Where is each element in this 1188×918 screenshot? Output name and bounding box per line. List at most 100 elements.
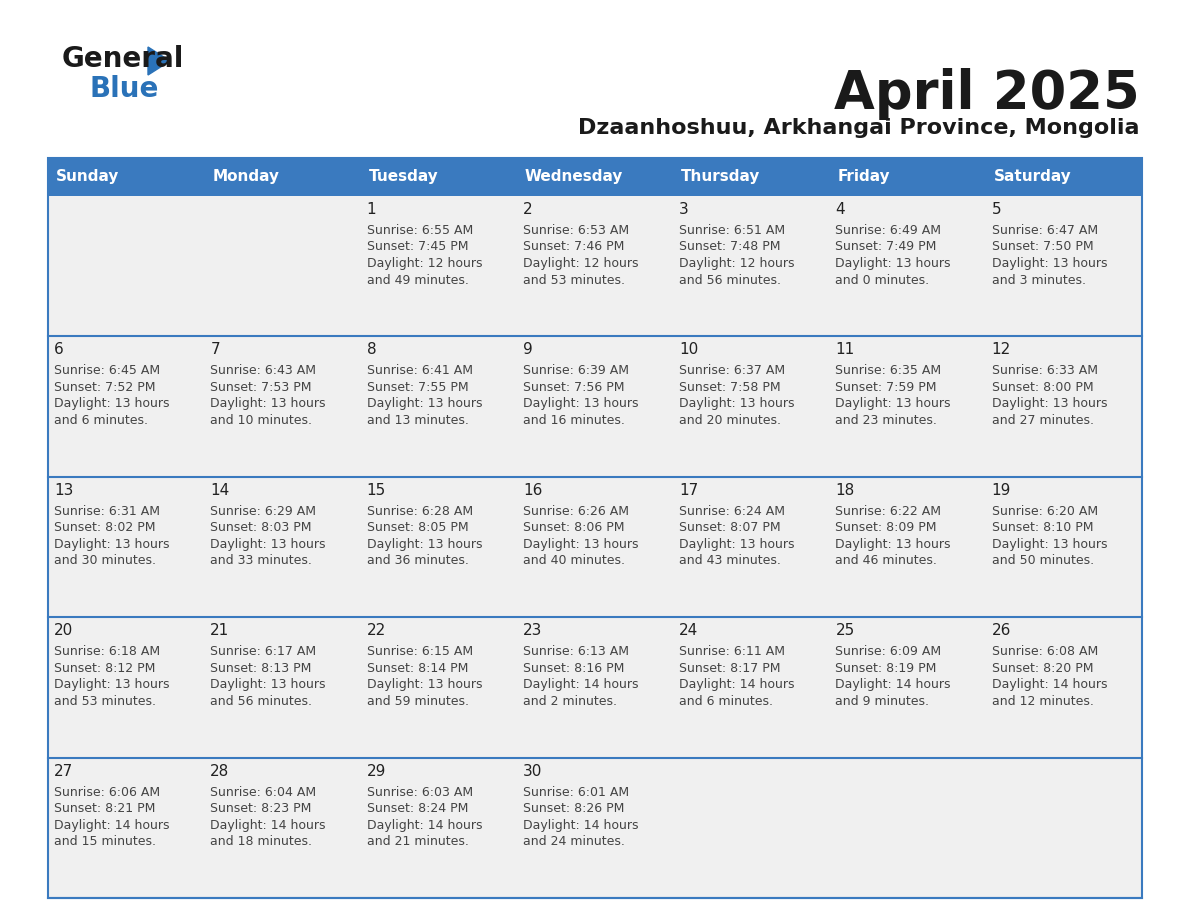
Text: Sunset: 8:03 PM: Sunset: 8:03 PM bbox=[210, 521, 311, 534]
Bar bbox=[361, 617, 517, 757]
Text: Sunset: 7:45 PM: Sunset: 7:45 PM bbox=[367, 241, 468, 253]
Text: and 3 minutes.: and 3 minutes. bbox=[992, 274, 1086, 286]
Bar bbox=[48, 336, 204, 476]
Text: 25: 25 bbox=[835, 623, 854, 638]
Text: Sunset: 8:16 PM: Sunset: 8:16 PM bbox=[523, 662, 624, 675]
Text: Wednesday: Wednesday bbox=[525, 170, 624, 185]
Text: Sunset: 8:24 PM: Sunset: 8:24 PM bbox=[367, 802, 468, 815]
Text: Daylight: 14 hours: Daylight: 14 hours bbox=[210, 819, 326, 832]
Bar bbox=[517, 757, 674, 898]
Text: 5: 5 bbox=[992, 202, 1001, 217]
Text: Sunset: 8:17 PM: Sunset: 8:17 PM bbox=[680, 662, 781, 675]
Text: 2: 2 bbox=[523, 202, 532, 217]
Text: 19: 19 bbox=[992, 483, 1011, 498]
Text: and 56 minutes.: and 56 minutes. bbox=[680, 274, 782, 286]
Text: Sunset: 7:46 PM: Sunset: 7:46 PM bbox=[523, 241, 624, 253]
Text: Sunset: 8:14 PM: Sunset: 8:14 PM bbox=[367, 662, 468, 675]
Bar bbox=[674, 476, 829, 617]
Text: Sunset: 8:05 PM: Sunset: 8:05 PM bbox=[367, 521, 468, 534]
Text: Sunset: 8:20 PM: Sunset: 8:20 PM bbox=[992, 662, 1093, 675]
Text: and 27 minutes.: and 27 minutes. bbox=[992, 414, 1094, 427]
Text: and 36 minutes.: and 36 minutes. bbox=[367, 554, 468, 567]
Text: 17: 17 bbox=[680, 483, 699, 498]
Bar bbox=[517, 476, 674, 617]
Text: and 6 minutes.: and 6 minutes. bbox=[53, 414, 148, 427]
Bar bbox=[674, 196, 829, 336]
Bar bbox=[204, 476, 361, 617]
Text: Sunrise: 6:47 AM: Sunrise: 6:47 AM bbox=[992, 224, 1098, 237]
Text: Daylight: 14 hours: Daylight: 14 hours bbox=[523, 819, 638, 832]
Text: and 10 minutes.: and 10 minutes. bbox=[210, 414, 312, 427]
Text: Sunset: 7:55 PM: Sunset: 7:55 PM bbox=[367, 381, 468, 394]
Text: and 21 minutes.: and 21 minutes. bbox=[367, 835, 468, 848]
Text: Daylight: 13 hours: Daylight: 13 hours bbox=[835, 397, 950, 410]
Text: and 43 minutes.: and 43 minutes. bbox=[680, 554, 781, 567]
Text: 18: 18 bbox=[835, 483, 854, 498]
Text: 14: 14 bbox=[210, 483, 229, 498]
Text: 3: 3 bbox=[680, 202, 689, 217]
Text: and 59 minutes.: and 59 minutes. bbox=[367, 695, 468, 708]
Text: Daylight: 13 hours: Daylight: 13 hours bbox=[680, 397, 795, 410]
Text: Sunrise: 6:08 AM: Sunrise: 6:08 AM bbox=[992, 645, 1098, 658]
Text: Sunrise: 6:18 AM: Sunrise: 6:18 AM bbox=[53, 645, 160, 658]
Text: Sunset: 7:50 PM: Sunset: 7:50 PM bbox=[992, 241, 1093, 253]
Text: 10: 10 bbox=[680, 342, 699, 357]
Text: Sunset: 7:59 PM: Sunset: 7:59 PM bbox=[835, 381, 937, 394]
Text: Dzaanhoshuu, Arkhangai Province, Mongolia: Dzaanhoshuu, Arkhangai Province, Mongoli… bbox=[579, 118, 1140, 138]
Bar bbox=[517, 196, 674, 336]
Text: Sunrise: 6:39 AM: Sunrise: 6:39 AM bbox=[523, 364, 628, 377]
Text: Sunrise: 6:51 AM: Sunrise: 6:51 AM bbox=[680, 224, 785, 237]
Text: Daylight: 13 hours: Daylight: 13 hours bbox=[53, 538, 170, 551]
Text: Daylight: 14 hours: Daylight: 14 hours bbox=[523, 678, 638, 691]
Text: Tuesday: Tuesday bbox=[368, 170, 438, 185]
Bar bbox=[674, 617, 829, 757]
Text: Sunrise: 6:28 AM: Sunrise: 6:28 AM bbox=[367, 505, 473, 518]
Text: and 53 minutes.: and 53 minutes. bbox=[53, 695, 156, 708]
Text: Blue: Blue bbox=[90, 75, 159, 103]
Text: Daylight: 13 hours: Daylight: 13 hours bbox=[523, 538, 638, 551]
Text: Sunrise: 6:17 AM: Sunrise: 6:17 AM bbox=[210, 645, 316, 658]
Text: 27: 27 bbox=[53, 764, 74, 778]
Bar bbox=[517, 336, 674, 476]
Bar bbox=[204, 757, 361, 898]
Text: Daylight: 13 hours: Daylight: 13 hours bbox=[210, 678, 326, 691]
Bar bbox=[674, 757, 829, 898]
Text: and 9 minutes.: and 9 minutes. bbox=[835, 695, 929, 708]
Bar bbox=[986, 336, 1142, 476]
Text: Daylight: 14 hours: Daylight: 14 hours bbox=[367, 819, 482, 832]
Text: Daylight: 13 hours: Daylight: 13 hours bbox=[835, 538, 950, 551]
Text: Sunset: 8:10 PM: Sunset: 8:10 PM bbox=[992, 521, 1093, 534]
Text: 13: 13 bbox=[53, 483, 74, 498]
Text: Sunrise: 6:06 AM: Sunrise: 6:06 AM bbox=[53, 786, 160, 799]
Text: Daylight: 13 hours: Daylight: 13 hours bbox=[367, 538, 482, 551]
Text: 11: 11 bbox=[835, 342, 854, 357]
Bar bbox=[204, 617, 361, 757]
Bar bbox=[986, 617, 1142, 757]
Text: and 30 minutes.: and 30 minutes. bbox=[53, 554, 156, 567]
Text: and 49 minutes.: and 49 minutes. bbox=[367, 274, 468, 286]
Text: Sunrise: 6:49 AM: Sunrise: 6:49 AM bbox=[835, 224, 941, 237]
Text: Daylight: 13 hours: Daylight: 13 hours bbox=[367, 678, 482, 691]
Text: Daylight: 13 hours: Daylight: 13 hours bbox=[367, 397, 482, 410]
Text: Daylight: 13 hours: Daylight: 13 hours bbox=[523, 397, 638, 410]
Text: Daylight: 12 hours: Daylight: 12 hours bbox=[367, 257, 482, 270]
Text: and 24 minutes.: and 24 minutes. bbox=[523, 835, 625, 848]
Text: Sunrise: 6:20 AM: Sunrise: 6:20 AM bbox=[992, 505, 1098, 518]
Bar bbox=[829, 196, 986, 336]
Text: Sunset: 7:58 PM: Sunset: 7:58 PM bbox=[680, 381, 781, 394]
Bar bbox=[204, 196, 361, 336]
Text: and 20 minutes.: and 20 minutes. bbox=[680, 414, 782, 427]
Text: Sunset: 8:02 PM: Sunset: 8:02 PM bbox=[53, 521, 156, 534]
Text: Sunset: 7:56 PM: Sunset: 7:56 PM bbox=[523, 381, 625, 394]
Text: 26: 26 bbox=[992, 623, 1011, 638]
Text: Sunrise: 6:43 AM: Sunrise: 6:43 AM bbox=[210, 364, 316, 377]
Text: Sunrise: 6:11 AM: Sunrise: 6:11 AM bbox=[680, 645, 785, 658]
Text: 23: 23 bbox=[523, 623, 542, 638]
Text: 15: 15 bbox=[367, 483, 386, 498]
Text: 4: 4 bbox=[835, 202, 845, 217]
Text: Sunset: 8:19 PM: Sunset: 8:19 PM bbox=[835, 662, 937, 675]
Text: Daylight: 14 hours: Daylight: 14 hours bbox=[53, 819, 170, 832]
Text: Daylight: 13 hours: Daylight: 13 hours bbox=[680, 538, 795, 551]
Text: Daylight: 13 hours: Daylight: 13 hours bbox=[992, 257, 1107, 270]
Text: Sunrise: 6:55 AM: Sunrise: 6:55 AM bbox=[367, 224, 473, 237]
